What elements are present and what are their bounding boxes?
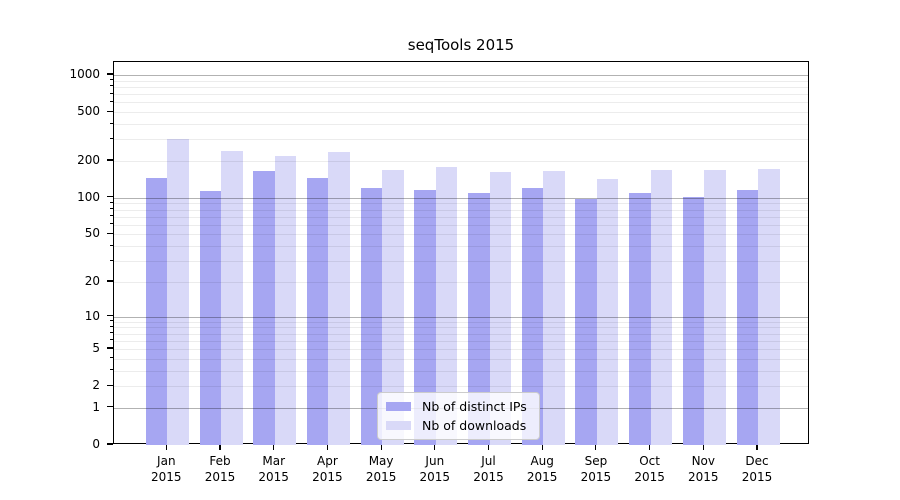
y-tick-minor bbox=[109, 384, 113, 386]
x-tick-label: Apr 2015 bbox=[312, 454, 343, 484]
y-tick bbox=[106, 406, 113, 408]
y-tick bbox=[106, 314, 113, 317]
y-tick-minor bbox=[109, 215, 113, 217]
chart-title: seqTools 2015 bbox=[407, 36, 515, 54]
legend-label-ips: Nb of distinct IPs bbox=[422, 399, 527, 414]
x-tick bbox=[649, 444, 651, 450]
bar-ips-feb bbox=[199, 190, 221, 445]
y-tick bbox=[106, 196, 113, 198]
bar-ips-mar bbox=[253, 171, 275, 445]
x-tick bbox=[487, 444, 490, 450]
bar-downloads-aug bbox=[543, 170, 565, 445]
y-tick-minor bbox=[109, 79, 113, 81]
x-tick-label: Aug 2015 bbox=[526, 454, 558, 484]
bar-ips-may bbox=[360, 187, 383, 445]
legend: Nb of distinct IPs Nb of downloads bbox=[377, 392, 540, 440]
x-tick bbox=[756, 444, 758, 450]
bar-downloads-jan bbox=[167, 139, 189, 445]
x-tick-label: Oct 2015 bbox=[634, 454, 665, 484]
y-tick-minor bbox=[109, 92, 113, 94]
plot-area bbox=[113, 61, 809, 445]
y-tick-label: 10 bbox=[84, 308, 100, 323]
bars-layer bbox=[114, 62, 808, 445]
x-tick-label: Feb 2015 bbox=[204, 454, 236, 484]
y-tick-minor bbox=[109, 339, 113, 341]
x-tick bbox=[273, 444, 275, 450]
x-tick bbox=[219, 444, 221, 450]
bar-downloads-jun bbox=[435, 166, 458, 445]
y-tick-minor bbox=[109, 159, 113, 161]
y-tick-minor bbox=[109, 369, 113, 371]
y-tick-label: 500 bbox=[77, 104, 100, 119]
y-tick-minor bbox=[109, 201, 113, 203]
y-tick-label: 0 bbox=[92, 437, 100, 451]
x-tick-label: Jun 2015 bbox=[419, 454, 451, 484]
bar-ips-nov bbox=[682, 196, 705, 445]
x-tick bbox=[541, 444, 543, 450]
bar-downloads-oct bbox=[650, 169, 673, 445]
x-tick-label: Dec 2015 bbox=[741, 454, 773, 484]
y-tick-label: 1 bbox=[92, 399, 100, 414]
x-tick-label: Mar 2015 bbox=[258, 454, 289, 484]
y-tick-label: 2 bbox=[92, 378, 100, 393]
y-tick-minor bbox=[109, 137, 113, 139]
x-tick-label: Jul 2015 bbox=[473, 454, 504, 484]
legend-label-downloads: Nb of downloads bbox=[422, 418, 527, 433]
y-tick-minor bbox=[109, 110, 113, 112]
x-tick bbox=[380, 444, 382, 450]
y-tick-minor bbox=[109, 320, 113, 322]
x-tick bbox=[165, 444, 167, 450]
bar-ips-aug bbox=[521, 187, 544, 445]
y-tick-minor bbox=[109, 280, 113, 282]
bar-ips-sep bbox=[575, 199, 597, 445]
y-tick-minor bbox=[109, 332, 113, 334]
y-tick-minor bbox=[109, 325, 113, 327]
legend-item-downloads: Nb of downloads bbox=[386, 418, 527, 433]
bar-ips-dec bbox=[736, 190, 758, 445]
y-tick-minor bbox=[109, 85, 113, 87]
bar-downloads-may bbox=[382, 169, 404, 445]
y-tick-minor bbox=[109, 208, 113, 210]
y-tick-minor bbox=[109, 357, 113, 359]
y-tick bbox=[106, 443, 113, 445]
y-tick-label: 100 bbox=[77, 189, 100, 204]
x-tick bbox=[326, 444, 328, 450]
bar-ips-apr bbox=[306, 177, 329, 445]
y-tick-minor bbox=[109, 259, 113, 261]
bar-ips-jun bbox=[414, 190, 436, 445]
y-tick-minor bbox=[109, 347, 113, 349]
x-tick bbox=[434, 444, 436, 450]
bar-downloads-dec bbox=[758, 169, 780, 445]
x-tick bbox=[595, 444, 597, 450]
bar-downloads-nov bbox=[704, 169, 726, 445]
bar-ips-jul bbox=[468, 192, 490, 445]
y-tick-label: 50 bbox=[84, 226, 100, 241]
y-tick-minor bbox=[109, 244, 113, 246]
x-tick-label: Nov 2015 bbox=[688, 454, 719, 484]
legend-swatch-downloads bbox=[386, 421, 411, 430]
y-tick-minor bbox=[109, 100, 113, 102]
x-tick bbox=[702, 444, 704, 450]
bar-downloads-sep bbox=[596, 179, 619, 445]
y-tick-minor bbox=[109, 223, 113, 225]
bar-downloads-feb bbox=[221, 151, 243, 445]
x-tick-label: May 2015 bbox=[365, 454, 397, 484]
y-tick-label: 20 bbox=[84, 273, 100, 288]
y-tick-minor bbox=[109, 232, 113, 234]
legend-item-distinct-ips: Nb of distinct IPs bbox=[386, 399, 527, 414]
y-tick-label: 1000 bbox=[69, 67, 100, 82]
bar-downloads-mar bbox=[274, 155, 297, 445]
bar-ips-jan bbox=[145, 178, 168, 445]
y-tick-minor bbox=[109, 122, 113, 124]
x-tick-label: Jan 2015 bbox=[151, 454, 182, 484]
y-tick bbox=[106, 73, 113, 75]
bar-ips-oct bbox=[629, 192, 651, 445]
bar-downloads-apr bbox=[328, 151, 350, 445]
x-tick-label: Sep 2015 bbox=[580, 454, 612, 484]
legend-swatch-ips bbox=[386, 402, 411, 411]
y-tick-label: 200 bbox=[77, 153, 100, 168]
y-tick-label: 5 bbox=[92, 341, 100, 356]
bar-downloads-jul bbox=[489, 171, 511, 445]
